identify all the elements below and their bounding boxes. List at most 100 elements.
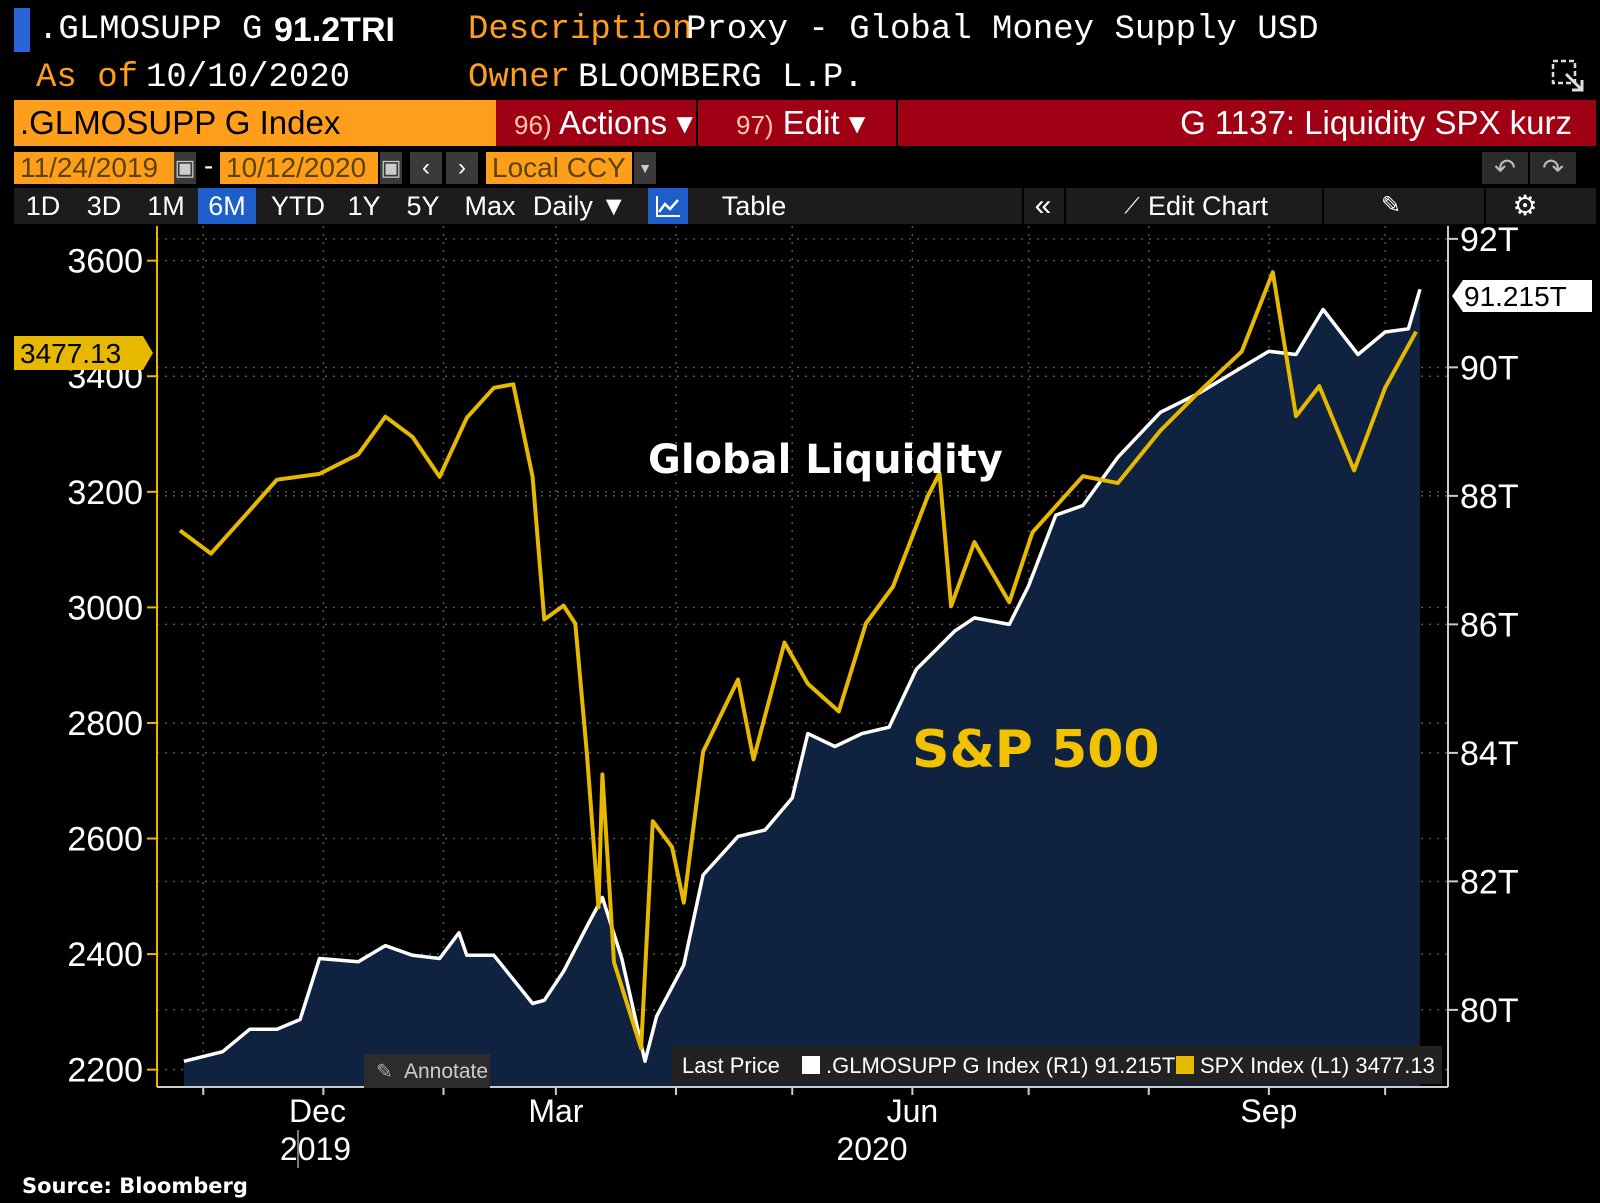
left-tick-label: 3200	[67, 474, 143, 512]
left-tick-label: 2800	[67, 705, 143, 743]
left-tick-label: 3600	[67, 243, 143, 281]
frequency-select[interactable]: Daily ▼	[532, 191, 628, 221]
tab-5y[interactable]: 5Y	[406, 191, 440, 221]
annotation-global-liquidity: Global Liquidity	[648, 437, 1003, 483]
x-tick-label: Sep	[1240, 1093, 1297, 1129]
actions-label: Actions ▾	[558, 104, 693, 141]
right-tick-label: 90T	[1460, 349, 1519, 387]
calendar-icon[interactable]: ▣	[380, 152, 402, 184]
collapse-icon[interactable]: «	[1034, 189, 1052, 222]
x-year-label: 2019	[280, 1131, 351, 1167]
edit-label: Edit ▾	[782, 104, 866, 141]
range-tabs	[14, 188, 1596, 224]
description-label: Description	[468, 11, 693, 49]
edit-button[interactable]: 97) Edit ▾	[736, 100, 865, 146]
start-date: 11/24/2019	[20, 152, 159, 183]
spx-last-value-tag: 3477.13	[14, 336, 153, 370]
spx-last-value: 3477.13	[20, 338, 121, 369]
tab-divider	[1022, 188, 1024, 224]
currency-select[interactable]: Local CCY	[486, 152, 632, 184]
redo-icon[interactable]: ↷	[1530, 152, 1576, 184]
liquidity-last-value-tag: 91.215T	[1452, 280, 1592, 312]
annotate-button[interactable]: ✎ Annotate	[364, 1054, 490, 1088]
liquidity-area	[183, 289, 1420, 1087]
chevron-down-icon[interactable]: ▼	[634, 152, 656, 184]
left-tick-label: 2600	[67, 821, 143, 859]
legend-item-spx: SPX Index (L1) 3477.13	[1200, 1053, 1435, 1078]
annotation-sp500: S&P 500	[912, 720, 1160, 780]
legend-liquidity-name: .GLMOSUPP G Index	[826, 1053, 1040, 1078]
legend-swatch-liquidity	[802, 1056, 820, 1074]
strip-divider	[896, 100, 898, 146]
left-tick-label: 2200	[67, 1052, 143, 1090]
tab-divider	[1484, 188, 1486, 224]
liquidity-series-line	[183, 288, 1422, 1064]
table-button[interactable]: Table	[721, 191, 787, 221]
tab-1m[interactable]: 1M	[147, 191, 185, 221]
x-tick-label: Dec	[289, 1093, 346, 1129]
header-accent-bar	[14, 8, 30, 52]
legend-title: Last Price	[682, 1053, 780, 1078]
right-tick-label: 82T	[1460, 863, 1519, 901]
legend-spx-axis: (L1)	[1310, 1053, 1349, 1078]
last-value: 91.2TRI	[274, 11, 395, 49]
tab-3d[interactable]: 3D	[86, 191, 122, 221]
liquidity-last-value: 91.215T	[1464, 281, 1567, 312]
right-axis: 92T 90T 88T 86T 84T 82T 80T	[1447, 224, 1519, 1087]
legend-swatch-spx	[1176, 1056, 1194, 1074]
gear-icon[interactable]: ⚙	[1512, 190, 1538, 221]
legend-liquidity-value: 91.215T	[1095, 1053, 1176, 1078]
ticker: .GLMOSUPP G	[38, 11, 263, 49]
chart-name: G 1137: Liquidity SPX kurz	[1180, 104, 1572, 141]
right-tick-label: 88T	[1460, 478, 1519, 516]
x-tick-label: Jun	[887, 1093, 939, 1129]
description-text: Proxy - Global Money Supply USD	[686, 11, 1319, 49]
owner-text: BLOOMBERG L.P.	[578, 59, 864, 97]
pencil-icon: ✎	[376, 1061, 393, 1083]
right-tick-label: 92T	[1460, 224, 1519, 259]
right-tick-label: 86T	[1460, 606, 1519, 644]
owner-label: Owner	[468, 59, 571, 97]
tab-1d[interactable]: 1D	[25, 191, 61, 221]
annotate-tool-icon[interactable]: ✎	[1380, 192, 1402, 219]
strip-divider	[696, 100, 698, 146]
edit-chart-button[interactable]: Edit Chart	[1148, 191, 1269, 221]
date-dash: -	[204, 150, 214, 181]
popout-icon[interactable]	[1550, 58, 1586, 94]
tab-divider	[1322, 188, 1324, 224]
left-tick-label: 3000	[67, 589, 143, 627]
tab-max[interactable]: Max	[464, 191, 516, 221]
end-date: 10/12/2020	[226, 152, 367, 183]
annotate-label: Annotate	[404, 1060, 488, 1083]
edit-chart-icon: ⟋	[1124, 193, 1140, 218]
start-date-field[interactable]: 11/24/2019	[14, 152, 174, 184]
tab-divider	[1064, 188, 1066, 224]
currency-value: Local CCY	[492, 152, 626, 183]
security-field[interactable]: .GLMOSUPP G Index	[14, 100, 496, 146]
calendar-icon[interactable]: ▣	[174, 152, 196, 184]
actions-button[interactable]: 96) Actions ▾	[514, 100, 693, 146]
security-header	[0, 0, 1600, 60]
tab-1y[interactable]: 1Y	[347, 191, 381, 221]
legend-spx-value: 3477.13	[1355, 1053, 1435, 1078]
x-tick-label: Mar	[528, 1093, 583, 1129]
tab-6m[interactable]: 6M	[198, 188, 256, 224]
asof-date: 10/10/2020	[146, 59, 351, 97]
tab-ytd[interactable]: YTD	[271, 191, 325, 221]
left-tick-label: 2400	[67, 936, 143, 974]
line-chart-icon[interactable]	[648, 188, 688, 224]
prev-period-button[interactable]: ‹	[410, 152, 442, 184]
source-note: Source: Bloomberg	[22, 1174, 248, 1198]
right-tick-label: 84T	[1460, 735, 1519, 773]
next-period-button[interactable]: ›	[446, 152, 478, 184]
legend: Last Price .GLMOSUPP G Index (R1) 91.215…	[672, 1046, 1442, 1084]
spx-series-line	[178, 270, 1418, 1051]
actions-number: 96)	[514, 110, 552, 140]
end-date-field[interactable]: 10/12/2020	[220, 152, 378, 184]
right-tick-label: 80T	[1460, 992, 1519, 1030]
undo-icon[interactable]: ↶	[1482, 152, 1528, 184]
legend-liquidity-axis: (R1)	[1046, 1053, 1089, 1078]
